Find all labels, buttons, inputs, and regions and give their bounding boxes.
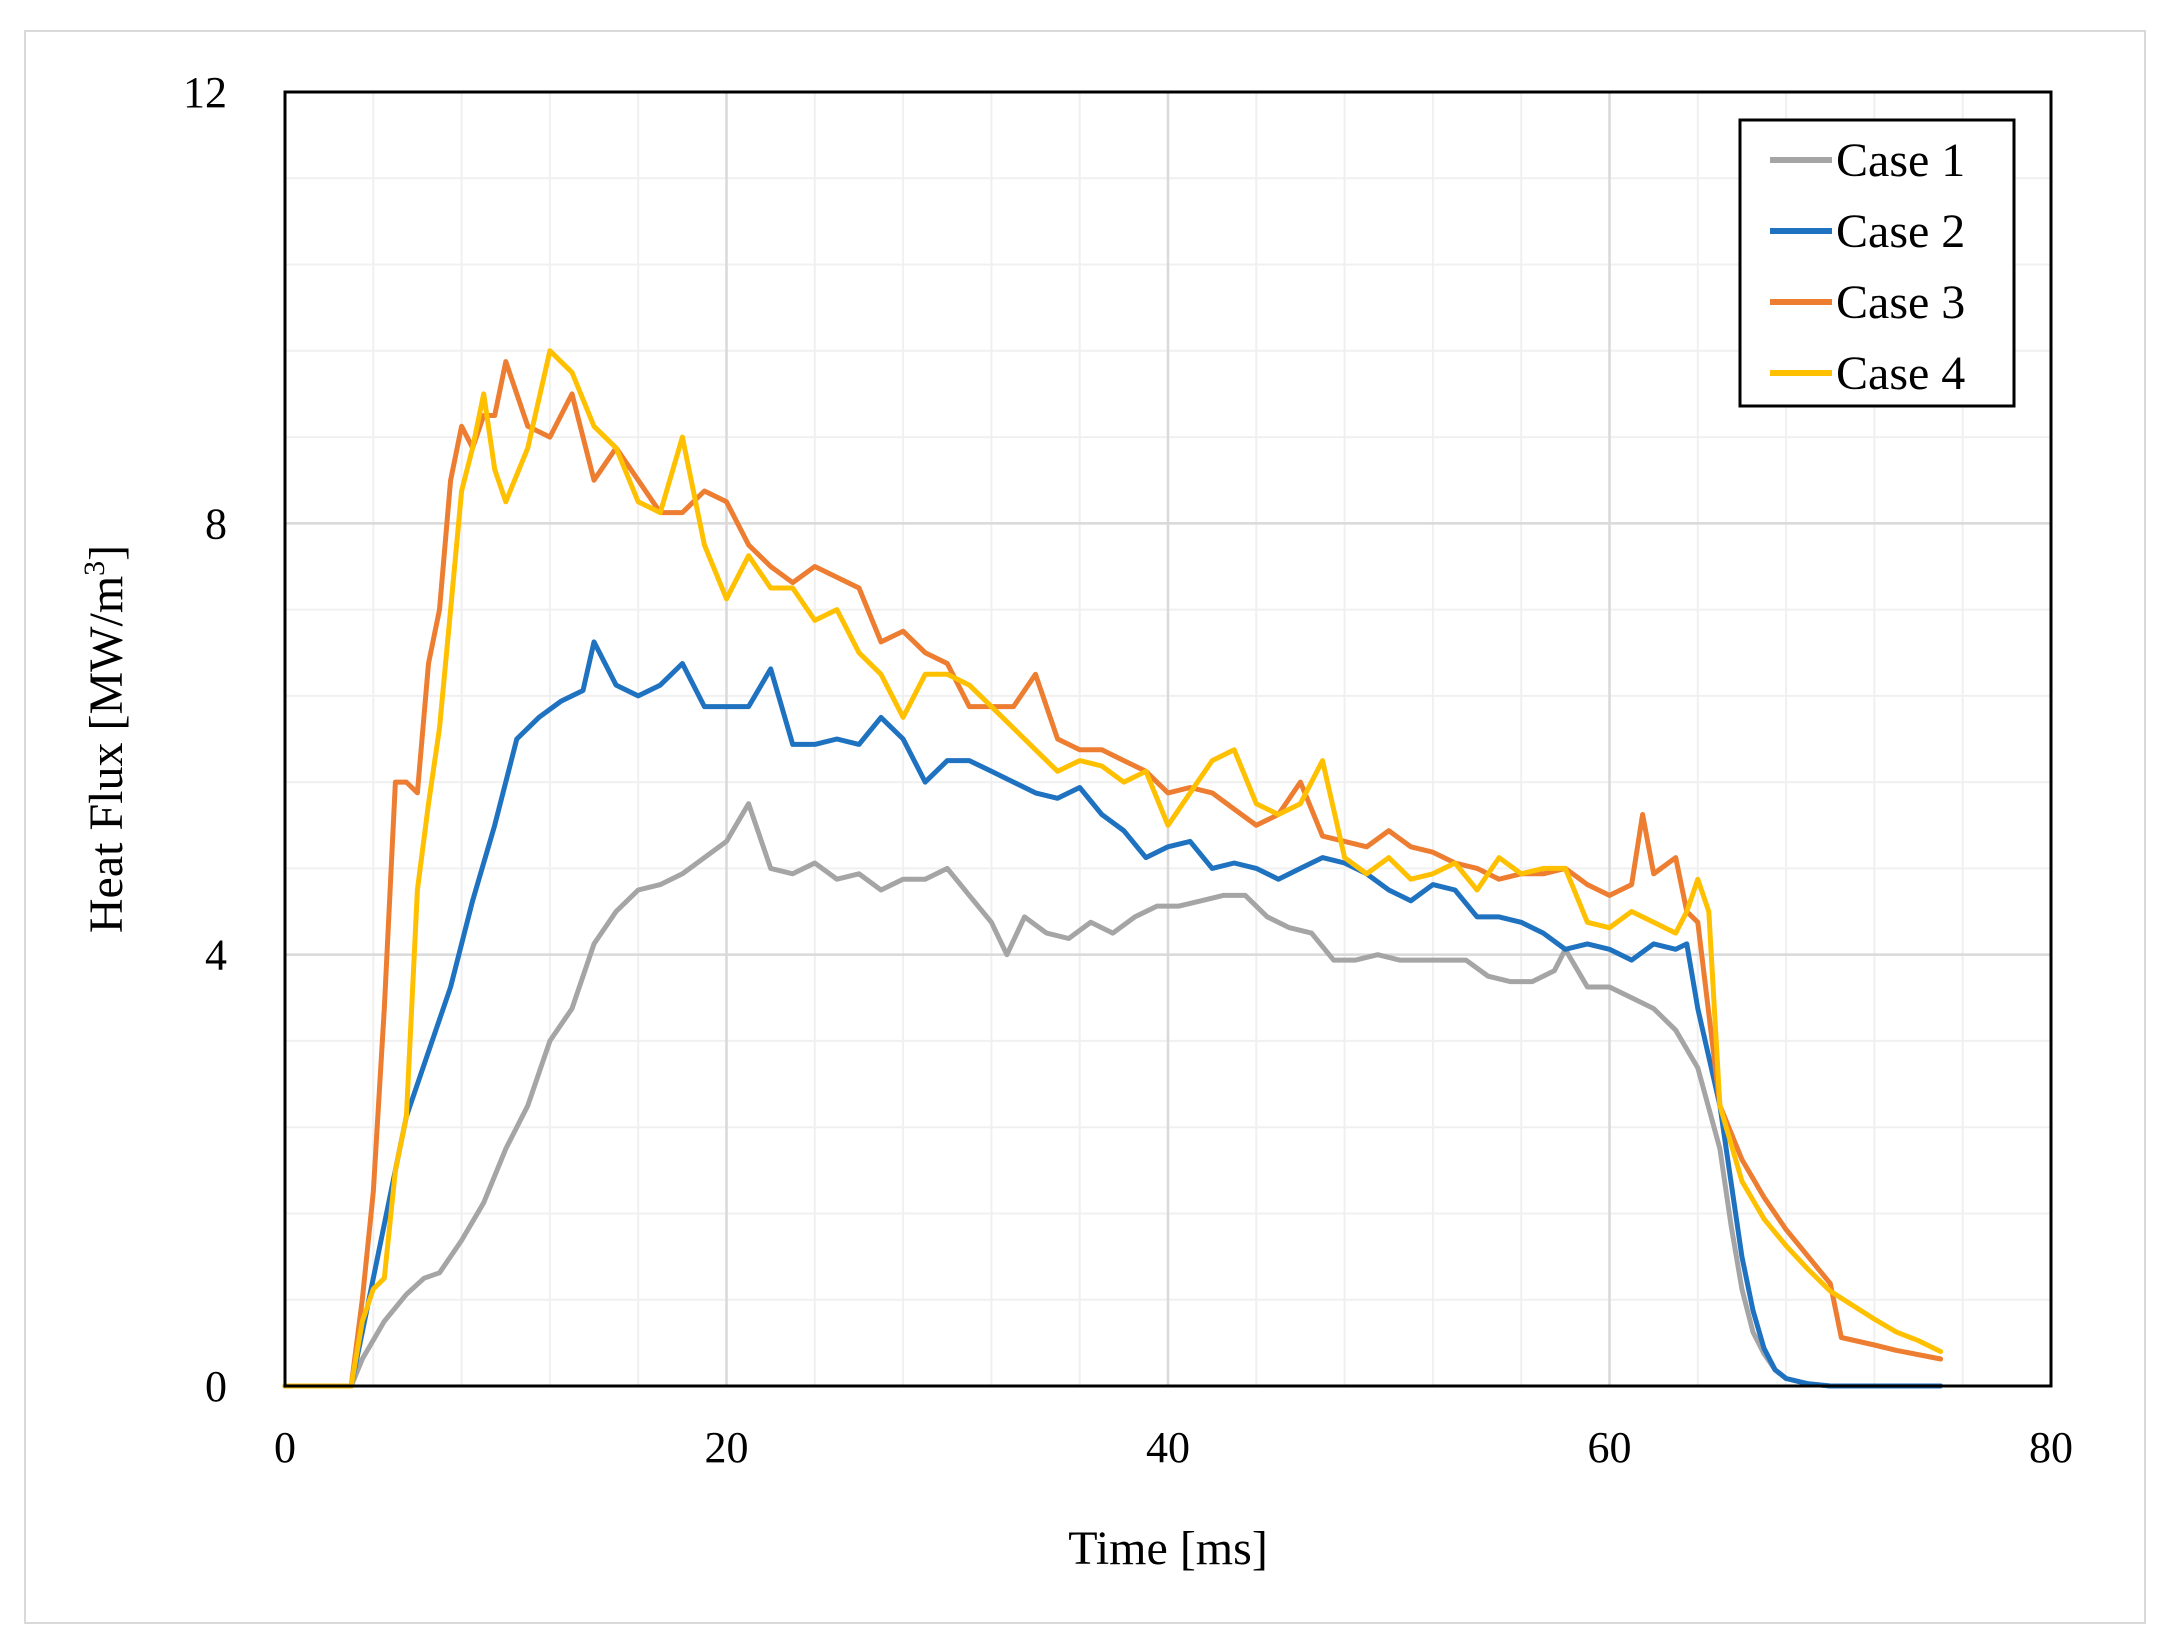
series-line-case-4 xyxy=(282,348,1944,1389)
x-axis-title: Time [ms] xyxy=(1068,1522,1268,1575)
legend-box xyxy=(1738,118,2016,408)
legend-label-case-4: Case 4 xyxy=(1836,347,1965,400)
legend-items: Case 1 Case 2 Case 3 Case 4 xyxy=(1770,134,1965,400)
x-tick-label: 20 xyxy=(705,1423,749,1472)
major-gridlines xyxy=(285,92,2051,1386)
legend-label-case-2: Case 2 xyxy=(1836,205,1965,258)
x-tick-label: 40 xyxy=(1146,1423,1190,1472)
x-tick-label: 60 xyxy=(1588,1423,1632,1472)
series-line-case-2 xyxy=(282,639,1944,1389)
legend-label-case-3: Case 3 xyxy=(1836,276,1965,329)
y-axis-title-main: Heat Flux [MW/m xyxy=(80,576,133,933)
x-tick-label: 80 xyxy=(2029,1423,2073,1472)
y-axis-title-superscript: 3 xyxy=(78,561,111,576)
y-axis-title: Heat Flux [MW/m3] xyxy=(78,545,133,933)
legend: Case 1 Case 2 Case 3 Case 4 xyxy=(1738,118,2016,408)
y-tick-label: 8 xyxy=(205,499,227,548)
y-axis-title-close: ] xyxy=(80,545,133,561)
legend-label-case-1: Case 1 xyxy=(1836,134,1965,187)
series-lines xyxy=(282,348,1944,1389)
y-tick-label: 12 xyxy=(183,68,227,117)
y-tick-label: 4 xyxy=(205,931,227,980)
series-line-case-1 xyxy=(282,801,1944,1389)
series-line-case-3 xyxy=(282,359,1944,1389)
y-tick-label: 0 xyxy=(205,1362,227,1411)
x-tick-label: 0 xyxy=(274,1423,296,1472)
plot-area-border xyxy=(283,90,2053,1388)
y-axis-tick-labels: 0 4 8 12 xyxy=(183,68,227,1411)
x-axis-tick-labels: 0 20 40 60 80 xyxy=(274,1423,2073,1472)
